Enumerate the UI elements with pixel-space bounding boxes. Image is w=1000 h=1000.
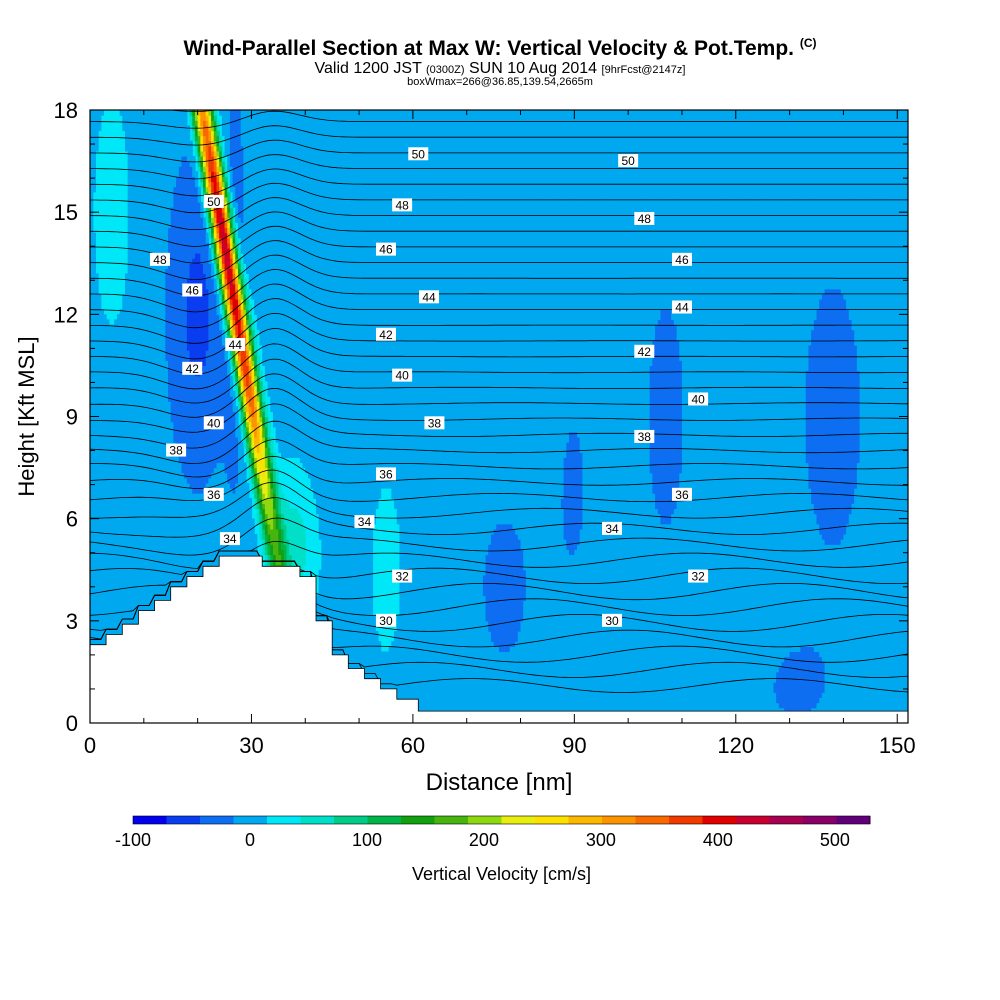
field-cell: [198, 192, 201, 198]
field-cell: [93, 268, 96, 274]
field-cell: [98, 120, 101, 126]
field-cell: [195, 171, 198, 177]
field-cell: [93, 233, 96, 239]
field-cell: [98, 299, 101, 305]
field-cell: [101, 110, 104, 116]
field-cell: [95, 141, 98, 147]
field-cell: [93, 263, 96, 269]
field-cell: [93, 243, 96, 249]
field-cell: [206, 238, 209, 244]
field-cell: [184, 115, 187, 121]
field-cell: [192, 166, 195, 172]
field-cell: [93, 176, 96, 182]
field-cell: [93, 161, 96, 167]
field-cell: [95, 130, 98, 136]
field-cell: [200, 212, 203, 218]
field-cell: [206, 243, 209, 249]
field-cell: [190, 146, 193, 152]
field-cell: [98, 115, 101, 121]
field-cell: [103, 314, 106, 320]
field-cell: [93, 151, 96, 157]
field-cell: [203, 222, 206, 228]
field-cell: [187, 136, 190, 142]
field-cell: [192, 156, 195, 162]
field-cell: [93, 166, 96, 172]
field-cell: [208, 253, 211, 259]
field-cell: [93, 248, 96, 254]
field-cell: [98, 304, 101, 310]
field-cell: [106, 319, 109, 325]
field-cell: [190, 141, 193, 147]
field-cell: [187, 130, 190, 136]
field-cell: [93, 187, 96, 193]
field-cell: [198, 197, 201, 203]
field-cell: [184, 120, 187, 126]
field-cell: [98, 294, 101, 300]
field-cell: [195, 182, 198, 188]
field-cell: [93, 238, 96, 244]
field-cell: [93, 171, 96, 177]
field-cell: [93, 156, 96, 162]
field-cell: [95, 136, 98, 142]
field-cell: [95, 146, 98, 152]
field-cell: [98, 125, 101, 131]
field-cell: [95, 284, 98, 290]
field-cell: [93, 253, 96, 259]
field-cell: [198, 187, 201, 193]
field-cell: [95, 279, 98, 285]
field-cell: [190, 151, 193, 157]
